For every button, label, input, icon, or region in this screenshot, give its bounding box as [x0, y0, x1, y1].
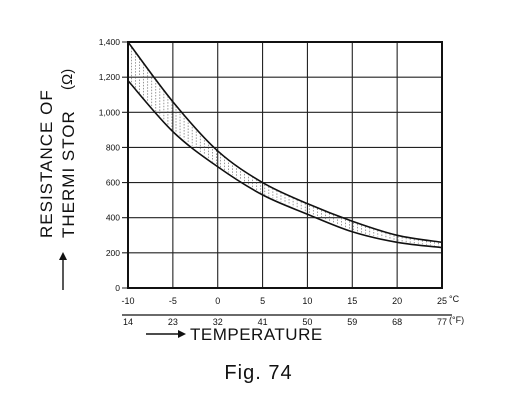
- x-tick-label-c-1: -5: [169, 296, 177, 306]
- x-tick-labels-celsius: -10 -5 0 5 10 15 20 25: [121, 296, 447, 306]
- y-axis-unit: (Ω): [59, 69, 76, 90]
- x-tick-label-c-6: 20: [392, 296, 402, 306]
- x-tick-label-f-3: 41: [258, 317, 268, 327]
- x-axis-arrow-head: [178, 330, 186, 338]
- x-tick-label-c-4: 10: [302, 296, 312, 306]
- x-tick-label-c-7: 25: [437, 296, 447, 306]
- y-tick-label-2: 400: [106, 213, 120, 223]
- x-tick-label-c-2: 0: [215, 296, 220, 306]
- x-tick-label-f-0: 14: [123, 317, 133, 327]
- x-tick-label-f-2: 32: [213, 317, 223, 327]
- x-axis-label: TEMPERATURE: [190, 325, 323, 344]
- plot-frame: [127, 41, 443, 289]
- x-tick-label-f-7: 77: [437, 317, 447, 327]
- x-unit-fahrenheit: (°F): [449, 315, 464, 325]
- y-axis-label-line-2: THERMI STOR: [59, 110, 78, 238]
- x-tick-label-c-5: 15: [347, 296, 357, 306]
- x-tick-label-c-3: 5: [260, 296, 265, 306]
- grid: [122, 41, 443, 289]
- x-tick-labels-fahrenheit: 14 23 32 41 50 59 68 77: [123, 317, 447, 327]
- y-axis-arrow-head: [59, 252, 67, 260]
- curves: [127, 41, 443, 249]
- y-tick-label-3: 600: [106, 178, 120, 188]
- y-tick-label-4: 800: [106, 142, 120, 152]
- y-tick-label-7: 1,400: [99, 37, 121, 47]
- series-line-2: [127, 80, 443, 249]
- y-axis-label-line-1: RESISTANCE OF: [37, 89, 56, 238]
- y-tick-label-6: 1,200: [99, 72, 121, 82]
- x-tick-label-f-1: 23: [168, 317, 178, 327]
- series-line-1: [127, 41, 443, 244]
- y-tick-label-0: 0: [115, 283, 120, 293]
- y-tick-label-5: 1,000: [99, 107, 121, 117]
- y-tick-label-1: 200: [106, 248, 120, 258]
- y-tick-labels: 0 200 400 600 800 1,000 1,200 1,400: [99, 37, 121, 293]
- x-tick-label-f-6: 68: [392, 317, 402, 327]
- x-tick-label-f-5: 59: [347, 317, 357, 327]
- x-unit-celsius: °C: [449, 294, 460, 304]
- tolerance-band: [131, 47, 439, 247]
- x-tick-label-c-0: -10: [121, 296, 134, 306]
- x-tick-label-f-4: 50: [302, 317, 312, 327]
- figure-caption: Fig. 74: [224, 362, 293, 384]
